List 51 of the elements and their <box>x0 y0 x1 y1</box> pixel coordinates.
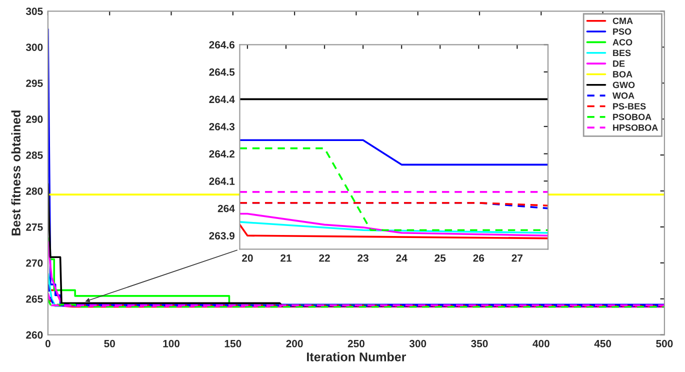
legend-label: HPSOBOA <box>613 124 658 131</box>
y-tick-label: 305 <box>26 8 43 16</box>
y-tick-label: 264.1 <box>209 178 235 185</box>
y-axis-title: Best fitness obtained <box>11 110 20 236</box>
legend-label: BOA <box>613 71 632 78</box>
y-tick-label: 265 <box>26 295 43 303</box>
y-tick-label: 290 <box>26 116 43 123</box>
y-tick-label: 280 <box>26 187 43 195</box>
y-tick-label: 263.9 <box>209 232 235 240</box>
x-tick-label: 0 <box>45 340 50 348</box>
legend-label: DE <box>613 60 625 67</box>
y-tick-label: 264.2 <box>209 150 234 158</box>
legend-label: PS-BES <box>613 103 646 110</box>
x-tick-label: 400 <box>532 340 550 348</box>
x-tick-label: 24 <box>396 254 408 262</box>
x-tick-label: 20 <box>242 254 253 262</box>
x-tick-label: 450 <box>594 340 612 348</box>
y-tick-label: 264 <box>218 204 235 212</box>
y-tick-label: 260 <box>26 331 43 339</box>
y-tick-label: 270 <box>26 259 43 267</box>
legend-label: GWO <box>612 82 635 88</box>
legend-label: BES <box>613 50 631 56</box>
legend-label: ACO <box>612 39 632 46</box>
y-tick-label: 264.3 <box>209 122 235 130</box>
legend-label: CMA <box>612 18 633 24</box>
y-tick-label: 264.5 <box>209 68 235 76</box>
x-tick-label: 200 <box>286 340 303 348</box>
x-tick-label: 300 <box>409 340 426 348</box>
legend-label: PSOBOA <box>613 114 652 120</box>
y-tick-label: 264.4 <box>209 96 235 104</box>
x-tick-label: 23 <box>358 254 368 262</box>
x-tick-label: 25 <box>434 254 446 262</box>
legend-label: PSO <box>613 28 632 35</box>
legend-label: WOA <box>612 92 634 99</box>
line-series <box>240 212 548 237</box>
y-tick-label: 300 <box>26 44 43 52</box>
y-tick-label: 295 <box>26 80 43 87</box>
x-tick-label: 150 <box>224 340 242 348</box>
x-tick-label: 500 <box>656 340 673 348</box>
y-tick-label: 275 <box>26 223 43 231</box>
x-tick-label: 27 <box>512 254 523 262</box>
x-tick-label: 350 <box>471 340 488 348</box>
y-tick-label: 285 <box>26 152 43 159</box>
x-tick-label: 22 <box>319 254 330 262</box>
x-tick-label: 26 <box>473 254 484 262</box>
x-tick-label: 21 <box>280 254 292 262</box>
x-tick-label: 250 <box>348 340 364 348</box>
x-tick-label: 100 <box>163 340 180 348</box>
y-tick-label: 264.6 <box>209 41 235 49</box>
x-tick-label: 50 <box>104 340 115 348</box>
x-axis-title: Iteration Number <box>307 352 406 362</box>
